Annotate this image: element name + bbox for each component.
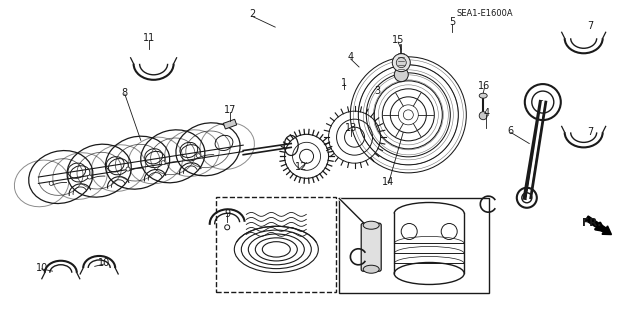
- Circle shape: [394, 68, 408, 82]
- Bar: [216, 197, 337, 292]
- Text: 4: 4: [483, 108, 490, 118]
- Text: 5: 5: [449, 17, 456, 27]
- Text: 17: 17: [224, 105, 237, 115]
- Ellipse shape: [364, 221, 380, 229]
- Text: 10: 10: [97, 258, 110, 268]
- Text: 7: 7: [588, 20, 594, 31]
- FancyBboxPatch shape: [361, 223, 381, 271]
- Text: 7: 7: [588, 127, 594, 137]
- Text: 11: 11: [143, 33, 156, 43]
- Ellipse shape: [479, 93, 487, 98]
- Circle shape: [161, 161, 165, 165]
- Text: 15: 15: [392, 35, 404, 45]
- Text: 14: 14: [382, 177, 395, 187]
- Ellipse shape: [364, 265, 380, 273]
- Circle shape: [88, 175, 92, 179]
- FancyArrow shape: [586, 216, 611, 234]
- Text: SEA1-E1600A: SEA1-E1600A: [456, 9, 513, 18]
- Circle shape: [126, 167, 130, 171]
- Text: 8: 8: [122, 87, 128, 98]
- Text: 1: 1: [341, 78, 348, 88]
- Circle shape: [196, 154, 200, 158]
- Text: 2: 2: [250, 9, 256, 19]
- Text: 6: 6: [508, 126, 514, 136]
- Text: 12: 12: [294, 161, 307, 172]
- Text: 9: 9: [224, 209, 230, 219]
- Text: 4: 4: [348, 52, 354, 63]
- Text: 13: 13: [344, 122, 357, 133]
- Circle shape: [396, 58, 406, 68]
- Text: 10: 10: [35, 263, 48, 273]
- Bar: [223, 119, 237, 129]
- Text: 16: 16: [478, 81, 491, 91]
- Text: 3: 3: [374, 86, 381, 96]
- Circle shape: [479, 112, 487, 120]
- Circle shape: [49, 182, 53, 185]
- Text: FR.: FR.: [582, 218, 602, 228]
- Circle shape: [392, 54, 410, 72]
- Bar: [339, 198, 489, 293]
